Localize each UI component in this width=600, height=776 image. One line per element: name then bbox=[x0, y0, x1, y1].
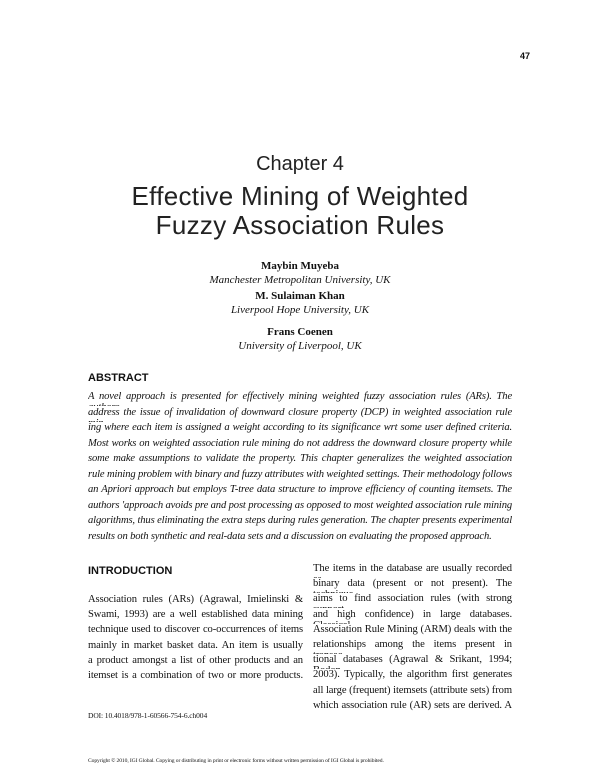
chapter-title-line-1: Effective Mining of Weighted bbox=[131, 181, 469, 211]
intro-line: Association Rule Mining (ARM) deals with… bbox=[313, 623, 512, 635]
abstract-line: Most works on weighted association rule … bbox=[88, 437, 512, 449]
intro-line: relationships among the items present in… bbox=[313, 639, 512, 654]
intro-line: Association rules (ARs) (Agrawal, Imieli… bbox=[88, 594, 303, 605]
intro-line: mainly in market basket data. An item is… bbox=[88, 639, 303, 651]
intro-line: The items in the database are usually re… bbox=[313, 563, 512, 578]
author-name: Frans Coenen bbox=[267, 326, 333, 338]
abstract-line: an Apriori approach but employs T-tree d… bbox=[88, 484, 512, 495]
chapter-title-line-2: Fuzzy Association Rules bbox=[155, 210, 445, 240]
intro-line: aims to find association rules (with str… bbox=[313, 593, 512, 608]
abstract-line: address the issue of invalidation of dow… bbox=[88, 406, 512, 422]
author-name: Maybin Muyeba bbox=[261, 260, 339, 272]
abstract-line: algorithms, thus eliminating the extra s… bbox=[88, 515, 512, 526]
author-affiliation: Manchester Metropolitan University, UK bbox=[209, 274, 391, 286]
intro-line: Swami, 1993) are a well established data… bbox=[88, 609, 303, 621]
abstract-line: some make assumptions to validate the pr… bbox=[88, 453, 512, 464]
abstract-line: ing where each item is assigned a weight… bbox=[88, 422, 512, 433]
author-affiliation: Liverpool Hope University, UK bbox=[230, 304, 370, 316]
intro-line: binary data (present or not present). Th… bbox=[313, 578, 512, 593]
abstract-line: authors 'approach avoids pre and post pr… bbox=[88, 499, 512, 511]
intro-line: and high confidence) in large databases.… bbox=[313, 608, 512, 624]
author-name: M. Sulaiman Khan bbox=[255, 290, 345, 302]
abstract-heading: ABSTRACT bbox=[88, 372, 149, 384]
chapter-label: Chapter 4 bbox=[256, 153, 344, 175]
intro-line: tional databases (Agrawal & Srikant, 199… bbox=[313, 654, 512, 669]
intro-line: a product amongst a list of other produc… bbox=[88, 654, 303, 666]
copyright-notice: Copyright © 2010, IGI Global. Copying or… bbox=[88, 758, 384, 764]
intro-line: 2003). Typically, the algorithm first ge… bbox=[313, 669, 512, 681]
doi: DOI: 10.4018/978-1-60566-754-6.ch004 bbox=[88, 711, 208, 720]
abstract-line: A novel approach is presented for effect… bbox=[88, 391, 512, 406]
author-affiliation: University of Liverpool, UK bbox=[238, 340, 362, 352]
intro-line: all large (frequent) itemsets (attribute… bbox=[313, 684, 512, 696]
abstract-line: rule mining problem with binary and fuzz… bbox=[88, 468, 512, 480]
intro-line: technique used to discover co-occurrence… bbox=[88, 624, 303, 636]
introduction-heading: INTRODUCTION bbox=[88, 565, 173, 577]
intro-line: itemset is a combination of two or more … bbox=[88, 670, 303, 681]
abstract-line: results on both synthetic and real-data … bbox=[88, 530, 492, 542]
page-number: 47 bbox=[519, 51, 530, 61]
intro-line: which association rule (AR) sets are der… bbox=[313, 699, 512, 711]
